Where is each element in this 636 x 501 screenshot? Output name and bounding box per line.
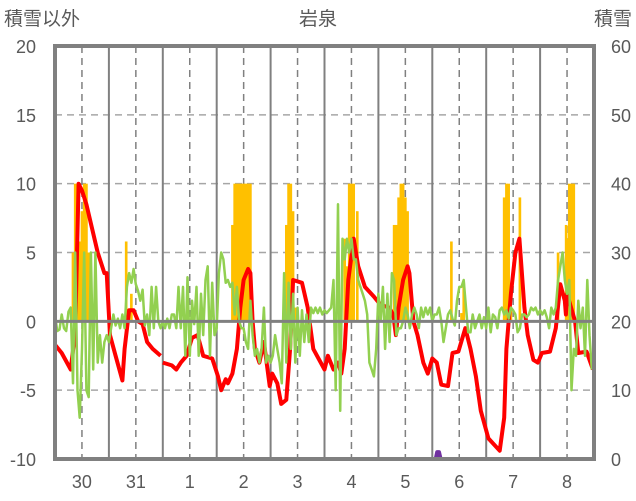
precip-bar <box>570 183 573 322</box>
left-tick-label: 10 <box>16 175 36 195</box>
precip-bar <box>80 211 84 322</box>
right-tick-label: 20 <box>611 312 631 332</box>
green-series-line <box>53 203 594 419</box>
left-tick-label: 5 <box>26 244 36 264</box>
precip-bar <box>505 183 508 322</box>
precip-bar <box>130 293 133 322</box>
precip-bar <box>399 183 403 322</box>
x-tick-label: 2 <box>239 472 249 492</box>
precip-bar <box>397 197 400 322</box>
precip-bar <box>291 211 295 322</box>
left-tick-label: 20 <box>16 37 36 57</box>
chart-title: 岩泉 <box>299 8 337 30</box>
right-tick-label: 60 <box>611 37 631 57</box>
x-tick-label: 6 <box>454 472 464 492</box>
precip-bar <box>392 224 396 322</box>
x-tick-label: 7 <box>508 472 518 492</box>
precip-bar <box>244 183 248 322</box>
precip-bar <box>249 183 252 322</box>
right-tick-label: 40 <box>611 175 631 195</box>
x-tick-label: 1 <box>185 472 195 492</box>
precip-bar <box>572 183 576 322</box>
right-tick-label: 50 <box>611 106 631 126</box>
right-tick-label: 30 <box>611 244 631 264</box>
left-tick-label: 0 <box>26 312 36 332</box>
right-tick-label: 10 <box>611 381 631 401</box>
precip-bar <box>87 252 91 322</box>
x-tick-label: 5 <box>400 472 410 492</box>
precip-bar <box>450 241 453 322</box>
left-tick-label: -10 <box>10 450 36 470</box>
precip-bar <box>567 183 571 322</box>
x-tick-label: 4 <box>346 472 356 492</box>
precip-bar <box>237 183 241 322</box>
precip-bar <box>401 183 405 322</box>
x-tick-label: 8 <box>562 472 572 492</box>
precip-bar <box>235 183 239 322</box>
precip-bar <box>462 282 466 322</box>
precip-bar <box>502 197 506 322</box>
right-axis-label: 積雪 <box>594 8 632 30</box>
grid <box>55 46 594 459</box>
precip-bar <box>242 183 245 322</box>
right-tick-label: 0 <box>611 450 621 470</box>
plot-frame <box>53 44 596 461</box>
precip-bar <box>564 224 568 322</box>
x-tick-label: 31 <box>126 472 146 492</box>
x-tick-label: 3 <box>293 472 303 492</box>
precip-bar <box>507 183 510 322</box>
precip-bar <box>233 183 236 322</box>
precip-bar <box>85 183 88 322</box>
precip-bar <box>343 238 347 322</box>
precip-bar <box>395 224 398 322</box>
precip-bar <box>124 241 128 322</box>
precip-bar <box>246 183 250 322</box>
precip-bar <box>240 183 243 322</box>
precip-bar <box>231 224 234 322</box>
x-tick-label: 30 <box>72 472 92 492</box>
precip-bar <box>460 313 463 322</box>
precip-bar <box>404 197 407 322</box>
precip-bar <box>284 224 288 322</box>
plot-border <box>53 44 596 461</box>
left-tick-label: 15 <box>16 106 36 126</box>
precip-bar <box>293 307 297 322</box>
precip-bar <box>71 252 75 322</box>
left-tick-label: -5 <box>20 381 36 401</box>
left-axis-label: 積雪以外 <box>4 8 80 30</box>
precip-bar <box>287 183 290 322</box>
precip-bar <box>289 183 293 322</box>
precip-bar <box>78 241 82 322</box>
